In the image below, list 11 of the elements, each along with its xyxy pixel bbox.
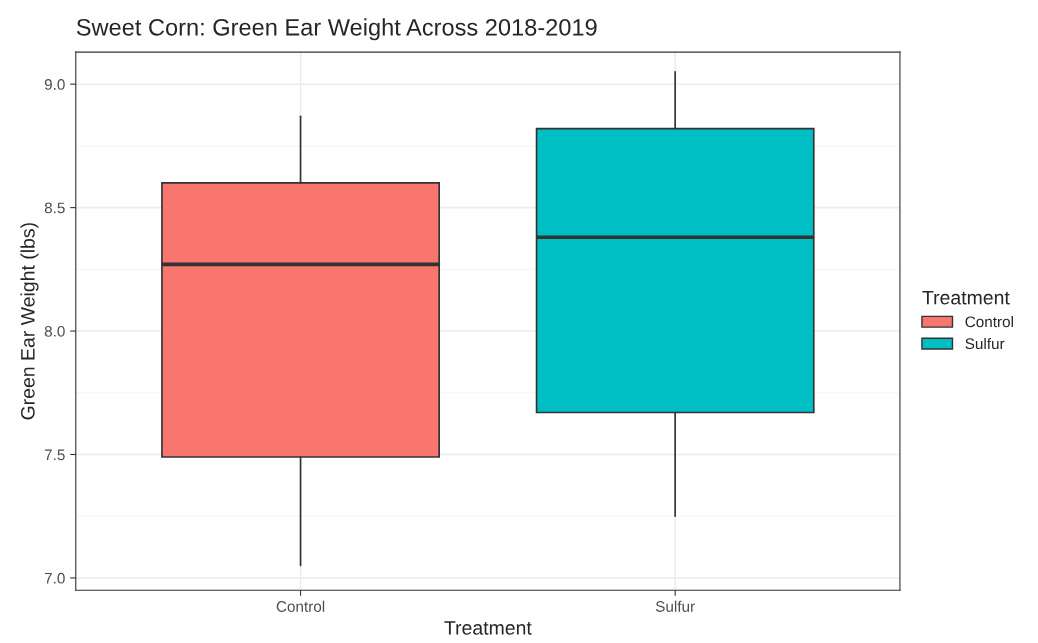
y-tick-label: 8.5 — [44, 202, 65, 214]
legend-label: Sulfur — [965, 337, 1005, 350]
y-tick-label: 8.0 — [44, 325, 65, 337]
x-axis-title: Treatment — [444, 621, 532, 635]
legend-label: Control — [965, 316, 1013, 328]
y-tick-label: 9.0 — [44, 79, 65, 90]
y-axis-title: Green Ear Weight (lbs) — [20, 223, 39, 420]
legend-title: Treatment — [922, 290, 1010, 305]
chart-title: Sweet Corn: Green Ear Weight Across 2018-2019 — [76, 18, 597, 41]
y-tick-label: 7.5 — [44, 449, 65, 461]
y-tick-label: 7.0 — [44, 572, 65, 584]
